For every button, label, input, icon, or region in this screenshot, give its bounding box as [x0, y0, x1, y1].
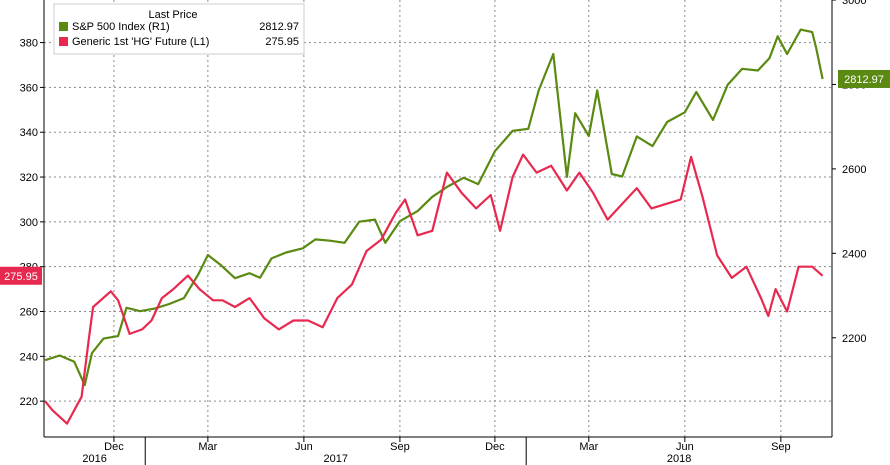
legend-entry-value: 275.95 [265, 36, 299, 48]
y-left-tick-label: 260 [20, 307, 38, 319]
x-year-label: 2016 [82, 453, 106, 465]
y-right-tick-label: 2400 [842, 248, 866, 260]
y-right-tick-label: 2600 [842, 164, 866, 176]
x-year-label: 2017 [323, 453, 347, 465]
x-tick-label: Mar [198, 441, 217, 453]
left-last-value-tag [0, 266, 42, 285]
y-left-tick-label: 300 [20, 217, 38, 229]
x-year-label: 2018 [667, 453, 691, 465]
x-tick-label: Mar [579, 441, 598, 453]
x-tick-label: Sep [771, 441, 791, 453]
y-right-tick-label: 2200 [842, 333, 866, 345]
y-left-tick-label: 340 [20, 127, 38, 139]
x-tick-label: Dec [104, 441, 124, 453]
legend-box [53, 3, 305, 55]
left-last-value-label: 275.95 [4, 271, 38, 283]
legend-swatch [59, 22, 68, 31]
y-left-tick-label: 320 [20, 172, 38, 184]
y-left-tick-label: 360 [20, 82, 38, 94]
legend-header: Last Price [149, 9, 198, 21]
y-left-tick-label: 380 [20, 38, 38, 50]
sp500-line [44, 28, 824, 387]
y-left-tick-label: 240 [20, 351, 38, 363]
right-last-value-label: 2812.97 [844, 74, 884, 86]
x-tick-label: Jun [295, 441, 313, 453]
legend-entry-value: 2812.97 [259, 21, 299, 33]
right-last-value-tag [838, 69, 890, 88]
copper-line [44, 153, 824, 425]
legend-entry-label: Generic 1st 'HG' Future (L1) [72, 36, 209, 48]
x-tick-label: Sep [390, 441, 410, 453]
x-tick-label: Jun [676, 441, 694, 453]
y-left-tick-label: 220 [20, 396, 38, 408]
x-tick-label: Dec [485, 441, 505, 453]
y-right-tick-label: 3000 [842, 0, 866, 7]
legend-entry-label: S&P 500 Index (R1) [72, 21, 170, 33]
legend-swatch [59, 37, 68, 46]
